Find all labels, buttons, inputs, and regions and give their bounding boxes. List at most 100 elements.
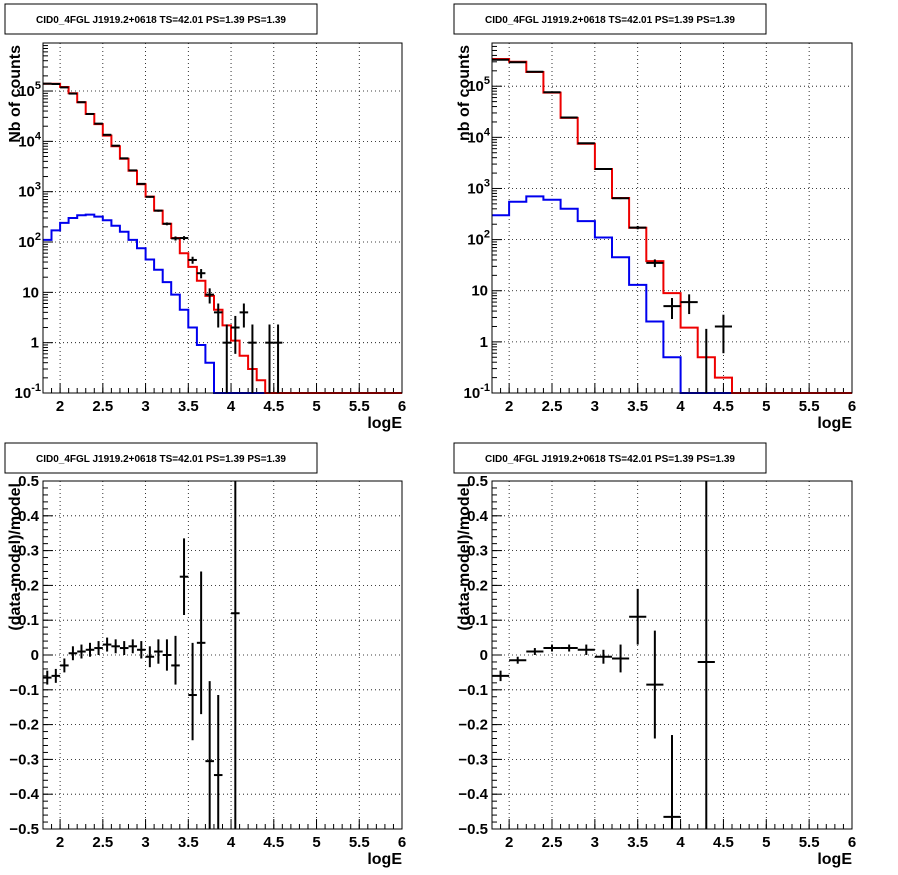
y-tick-label: 0.3 [467,543,488,560]
plot-panel-3: 2 2.5 3 3.5 4 4.5 5 5.5 6 −0.5 −0.4 −0.3 −0.2 −0.1 0 0.… [4,442,406,868]
data-point [222,324,232,393]
y-tick-label: 0.3 [18,543,39,560]
plot-panel-1: 2 2.5 3 3.5 4 4.5 5 5.5 6 10-1 1 10 102 103 104 105 CID0… [4,3,406,432]
plot-title: CID0_4FGL J1919.2+0618 TS=42.01 PS=1.39 … [485,454,735,465]
y-tick-label: −0.1 [458,682,488,699]
x-tick-label: 5.5 [799,398,820,415]
data-point [179,236,189,241]
data-point [171,635,180,685]
data-point [663,298,681,320]
data-point [273,324,283,393]
data-point [526,648,544,655]
y-tick-label: 0 [31,647,39,664]
x-tick-label: 4.5 [263,398,284,415]
y-tick-label: 1 [31,335,39,352]
y-tick-label: 0 [480,647,488,664]
x-tick-label: 4 [676,834,685,851]
data-point [196,571,206,715]
plot-panel-4: 2 2.5 3 3.5 4 4.5 5 5.5 6 −0.5 −0.4 −0.3 −0.2 −0.1 0 0.… [453,442,856,868]
x-tick-label: 2.5 [92,398,113,415]
y-tick-label: 10 [22,284,39,301]
data-point [119,157,129,160]
data-point [697,481,715,829]
y-tick-label: 10 [471,283,488,300]
x-tick-label: 2 [56,834,64,851]
y-tick-label: 0.5 [18,473,39,490]
data-point [94,641,103,655]
data-point [594,167,612,170]
data-point [509,656,527,664]
y-tick-label: −0.1 [9,682,39,699]
data-point [492,670,510,682]
data-point [248,324,257,393]
y-tick-label: 0.1 [18,612,39,629]
y-tick-label: 10-1 [464,382,490,402]
data-point [646,630,664,739]
x-tick-label: 6 [848,834,856,851]
data-point [111,144,120,147]
data-point [162,222,172,226]
y-tick-label: 103 [18,181,41,201]
data-point [68,646,78,661]
x-tick-label: 5 [762,834,770,851]
x-tick-label: 5.5 [349,834,370,851]
title-box [453,442,767,474]
data-point [51,668,61,683]
data-point [663,735,681,829]
data-point [188,642,197,741]
y-tick-label: 105 [18,80,41,100]
x-axis-title: logE [817,415,852,432]
data-point [646,259,664,268]
x-tick-label: 2.5 [92,834,113,851]
histogram-line-red [43,82,402,394]
y-tick-label: 0.4 [18,508,40,525]
y-tick-label: 103 [467,177,490,197]
data-point [612,644,630,673]
data-point [196,269,206,279]
data-point [231,481,240,829]
title-box [4,3,318,35]
x-tick-label: 4 [676,398,685,415]
x-tick-label: 3.5 [627,398,648,415]
y-tick-label: −0.5 [458,821,488,838]
data-point [119,641,129,655]
x-tick-label: 4.5 [263,834,284,851]
plot-frame [491,480,853,830]
x-tick-label: 3.5 [178,398,199,415]
y-tick-label: 102 [467,229,490,249]
y-axis-title: Nb of counts [7,45,24,143]
data-point [162,639,172,671]
y-tick-label: 0.2 [18,577,39,594]
data-point [213,695,223,829]
y-tick-label: 0.1 [467,612,488,629]
data-point [85,642,95,657]
x-tick-label: 3 [591,834,599,851]
y-tick-label: −0.2 [458,717,488,734]
y-tick-label: 0.2 [467,577,488,594]
x-tick-label: 3.5 [627,834,648,851]
data-point [154,209,163,212]
y-tick-label: 0.4 [467,508,489,525]
x-tick-label: 6 [398,398,406,415]
x-tick-label: 4 [227,834,236,851]
data-point [594,649,612,664]
x-tick-label: 4 [227,398,236,415]
y-tick-label: −0.3 [458,751,488,768]
y-tick-label: 104 [18,130,42,150]
x-tick-label: 5.5 [799,834,820,851]
y-tick-label: −0.4 [458,786,488,803]
x-tick-label: 4.5 [713,834,734,851]
x-tick-label: 2 [56,398,64,415]
histogram-line-blue [492,195,852,394]
x-tick-label: 5 [312,834,320,851]
data-point [714,314,732,354]
data-point [543,644,561,652]
plot-frame [42,42,403,394]
plot-title: CID0_4FGL J1919.2+0618 TS=42.01 PS=1.39 … [36,454,286,465]
plot-title: CID0_4FGL J1919.2+0618 TS=42.01 PS=1.39 … [36,15,286,26]
data-point [128,639,138,654]
data-point [205,681,214,829]
data-point [137,182,146,185]
x-axis-title: logE [817,851,852,868]
data-point [629,588,647,645]
